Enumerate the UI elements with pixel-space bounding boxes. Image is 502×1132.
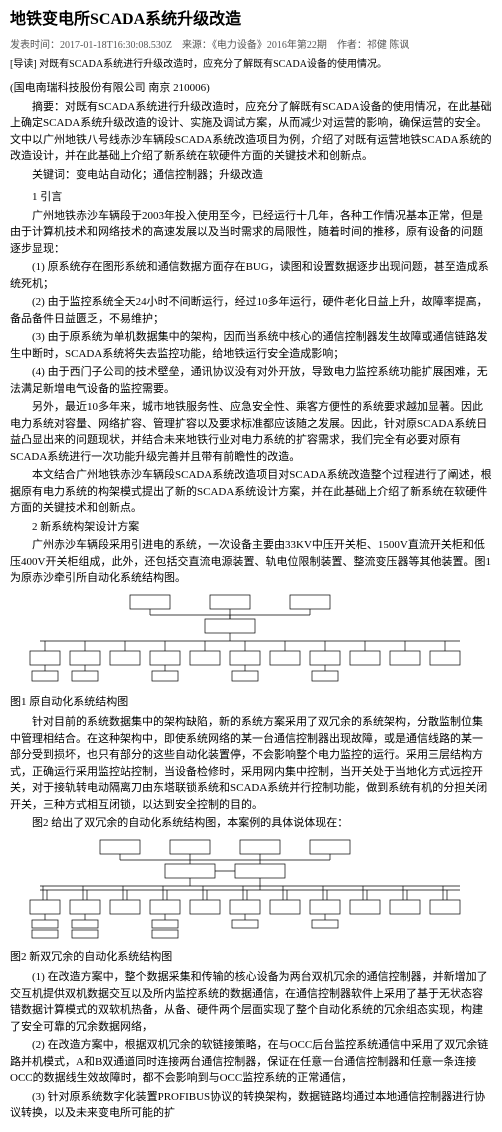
s2-heading: 2 新系统构架设计方案: [10, 519, 492, 536]
s1-p1: 广州地铁赤沙车辆段于2003年投入使用至今，已经运行十几年，各种工作情况基本正常…: [10, 208, 492, 258]
s1-l2: (2) 由于监控系统全天24小时不间断运行，经过10多年运行，硬件老化日益上升，…: [10, 294, 492, 327]
keywords-label: 关键词：: [32, 169, 76, 181]
keywords-text: 变电站自动化；通信控制器；升级改造: [76, 169, 263, 181]
source-label: 来源：: [182, 40, 212, 51]
s1-l3: (3) 由于原系统为单机数据集中的架构，因而当系统中核心的通信控制器发生故障或通…: [10, 329, 492, 362]
s1-l4: (4) 由于西门子公司的技术壁垒，通讯协议没有对外开放，导致电力监控系统功能扩展…: [10, 364, 492, 397]
publish-time-label: 发表时间：: [10, 40, 60, 51]
fig2-l1: (1) 在改造方案中，整个数据采集和传输的核心设备为两台双机冗余的通信控制器，并…: [10, 969, 492, 1035]
org: (国电南瑞科技股份有限公司 南京 210006): [10, 80, 492, 97]
intro-line: [导读] 对既有SCADA系统进行升级改造时，应充分了解既有SCADA设备的使用…: [10, 57, 492, 72]
intro-label: [导读]: [10, 59, 37, 70]
fig1-caption: 图1 原自动化系统结构图: [10, 694, 492, 711]
abstract-label: 摘要：: [32, 101, 65, 113]
fig2-caption: 图2 新双冗余的自动化系统结构图: [10, 949, 492, 966]
source: 《电力设备》2016年第22期: [212, 40, 327, 51]
figure-2: [10, 838, 492, 943]
intro-text: 对既有SCADA系统进行升级改造时，应充分了解既有SCADA设备的使用情况。: [37, 59, 387, 70]
s2-p1: 广州赤沙车辆段采用引进电的系统，一次设备主要由33KV中压开关柜、1500V直流…: [10, 537, 492, 587]
fig2-l3: (3) 针对原系统数字化装置PROFIBUS协议的转换架构，数据链路均通过本地通…: [10, 1089, 492, 1122]
meta-line: 发表时间：2017-01-18T16:30:08.530Z 来源：《电力设备》2…: [10, 38, 492, 53]
s1-p2: 另外，最近10多年来，城市地铁服务性、应急安全性、乘客方便性的系统要求越加显著。…: [10, 399, 492, 465]
s1-heading: 1 引言: [10, 189, 492, 206]
fig1-para: 针对目前的系统数据集中的架构缺陷，新的系统方案采用了双冗余的系统架构，分散监制位…: [10, 714, 492, 813]
fig1-para2: 图2 给出了双冗余的自动化系统结构图，本案例的具体说体现在：: [10, 815, 492, 832]
publish-time: 2017-01-18T16:30:08.530Z: [60, 40, 172, 51]
fig2-l2: (2) 在改造方案中，根据双机冗余的软链接策略，在与OCC后台监控系统通信中采用…: [10, 1037, 492, 1087]
s1-p3: 本文结合广州地铁赤沙车辆段SCADA系统改造项目对SCADA系统改造整个过程进行…: [10, 467, 492, 517]
abstract-text: 对既有SCADA系统进行升级改造时，应充分了解既有SCADA设备的使用情况，在此…: [10, 101, 492, 163]
author: 祁健 陈讽: [367, 40, 410, 51]
author-label: 作者：: [337, 40, 367, 51]
keywords: 关键词：变电站自动化；通信控制器；升级改造: [10, 167, 492, 184]
s1-l1: (1) 原系统存在图形系统和通信数据方面存在BUG，读图和设置数据逐步出现问题，…: [10, 259, 492, 292]
abstract: 摘要：对既有SCADA系统进行升级改造时，应充分了解既有SCADA设备的使用情况…: [10, 99, 492, 165]
page-title: 地铁变电所SCADA系统升级改造: [10, 8, 492, 32]
figure-1: [10, 593, 492, 688]
